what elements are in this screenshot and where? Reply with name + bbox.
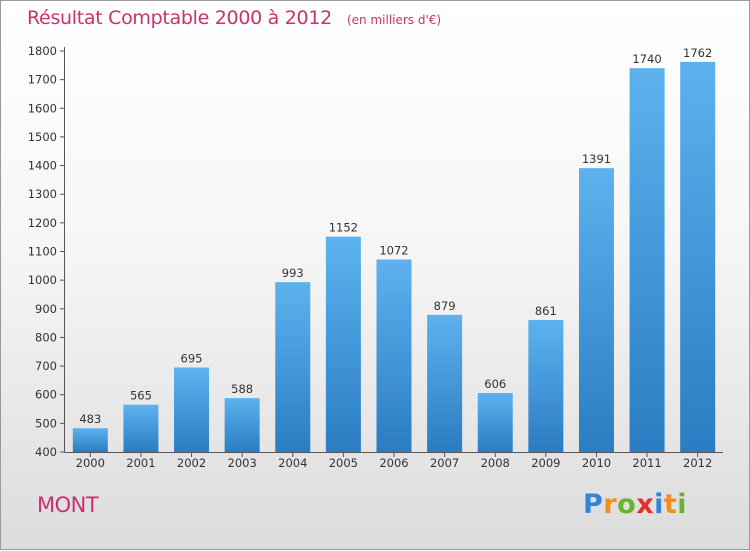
x-tick-label: 2009	[531, 456, 560, 470]
y-tick-label: 600	[35, 388, 57, 402]
x-tick-label: 2003	[228, 456, 257, 470]
x-tick-label: 2004	[278, 456, 307, 470]
x-tick-label: 2002	[177, 456, 206, 470]
bar	[528, 319, 564, 452]
bar	[629, 68, 665, 452]
bar-value-label: 993	[282, 266, 304, 280]
logo-letter: r	[603, 489, 618, 520]
y-tick-label: 400	[35, 445, 57, 459]
x-tick-label: 2006	[379, 456, 408, 470]
y-tick-label: 1400	[28, 159, 57, 173]
bar-value-label: 695	[181, 352, 203, 366]
bar-value-label: 861	[535, 304, 557, 318]
bar-value-label: 1152	[329, 221, 358, 235]
bar-value-label: 606	[484, 377, 506, 391]
bar-value-label: 588	[231, 382, 253, 396]
chart-title: Résultat Comptable 2000 à 2012	[27, 7, 332, 29]
chart-title-row: Résultat Comptable 2000 à 2012 (en milli…	[27, 7, 441, 29]
y-tick-label: 1300	[28, 187, 57, 201]
bar-value-label: 565	[130, 389, 152, 403]
bar-value-label: 1762	[683, 46, 712, 60]
y-tick-label: 1500	[28, 130, 57, 144]
logo-letter: P	[583, 489, 604, 520]
bar	[123, 404, 159, 452]
x-tick-label: 2007	[430, 456, 459, 470]
bar-value-label: 483	[79, 412, 101, 426]
y-tick-label: 500	[35, 416, 57, 430]
bar-value-label: 1391	[582, 152, 611, 166]
bar	[680, 61, 716, 453]
bar	[325, 236, 361, 452]
y-tick-label: 1600	[28, 101, 57, 115]
logo-letter: o	[617, 489, 637, 520]
x-tick-label: 2005	[329, 456, 358, 470]
chart-subtitle: (en milliers d'€)	[346, 13, 442, 27]
x-tick-label: 2012	[683, 456, 712, 470]
x-tick-label: 2001	[126, 456, 155, 470]
y-tick-label: 1100	[28, 245, 57, 259]
logo-letter: t	[663, 489, 678, 520]
x-tick-label: 2008	[481, 456, 510, 470]
y-tick-label: 700	[35, 359, 57, 373]
x-tick-label: 2010	[582, 456, 611, 470]
bar	[275, 282, 311, 452]
place-name: MONT	[37, 493, 99, 517]
bar	[72, 428, 108, 452]
bar	[376, 259, 412, 452]
bar	[427, 314, 463, 452]
logo-letter: i	[654, 489, 664, 520]
y-tick-label: 800	[35, 330, 57, 344]
logo-letter: i	[677, 489, 688, 520]
bar	[224, 398, 260, 452]
y-tick-label: 1000	[28, 273, 57, 287]
logo-letter: x	[636, 489, 655, 520]
bar	[477, 392, 513, 452]
y-tick-label: 1200	[28, 216, 57, 230]
x-tick-label: 2000	[76, 456, 105, 470]
y-tick-label: 1700	[28, 73, 57, 87]
y-tick-label: 900	[35, 302, 57, 316]
bar-value-label: 879	[434, 299, 456, 313]
bar	[578, 168, 614, 452]
bar-value-label: 1740	[632, 52, 661, 66]
bar	[174, 367, 210, 452]
bar-value-label: 1072	[379, 244, 408, 258]
proxiti-logo: Proxiti	[583, 489, 687, 520]
y-tick-label: 1800	[28, 44, 57, 58]
x-tick-label: 2011	[632, 456, 661, 470]
